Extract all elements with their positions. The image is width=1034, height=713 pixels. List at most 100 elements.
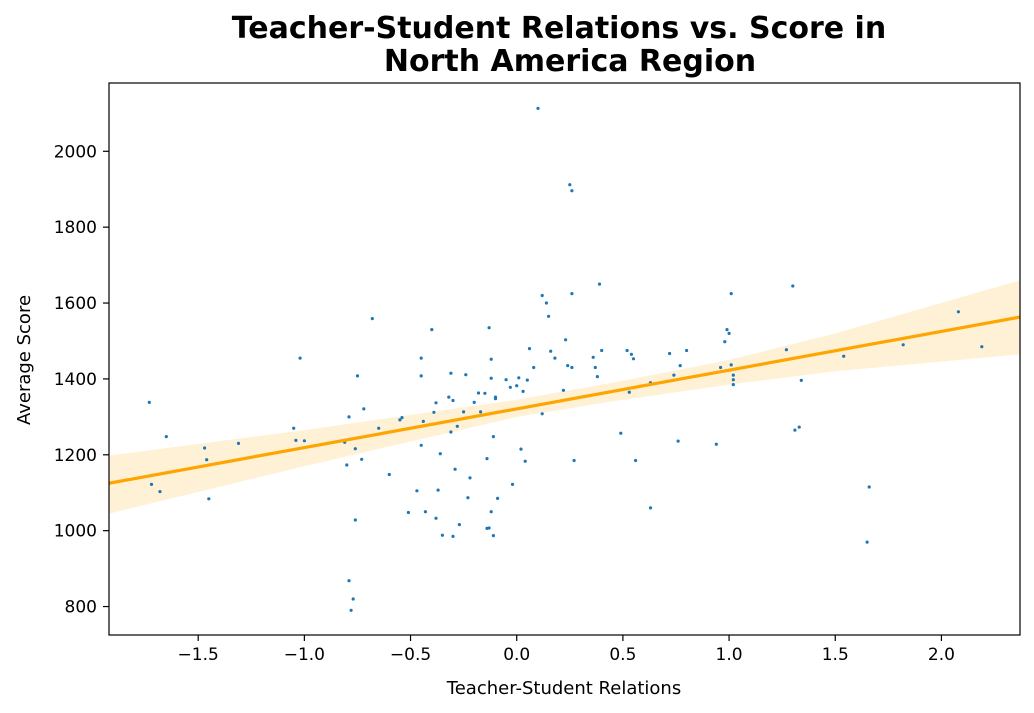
data-point [491,534,495,538]
data-point [729,292,733,296]
data-point [451,398,455,403]
data-point [627,390,631,394]
data-point [593,365,597,370]
data-point [521,389,525,393]
data-points [147,106,984,612]
data-point [147,400,151,404]
data-point [489,510,493,514]
data-point [438,452,442,456]
data-point [544,301,549,305]
data-point [714,442,718,446]
x-tick-label: 2.0 [928,645,955,665]
data-point [595,375,600,379]
data-point [423,510,427,514]
data-point [570,365,574,370]
data-point [536,106,540,110]
data-point [489,357,493,361]
data-point [449,430,453,434]
data-point [685,348,689,353]
data-point [591,355,595,359]
data-point [447,395,451,399]
data-point [729,363,733,367]
data-point [430,328,434,332]
data-point [292,426,296,430]
data-point [956,310,961,314]
data-point [648,506,653,510]
data-point [347,579,351,583]
data-point [510,482,515,486]
data-point [485,457,489,461]
y-tick-label: 2000 [54,142,97,162]
data-point [719,365,723,370]
data-point [236,441,241,445]
y-tick-label: 1000 [54,522,97,542]
data-point [203,446,207,450]
x-tick-label: 0.0 [503,645,530,665]
plot-frame [108,82,1021,636]
data-point [519,447,523,451]
data-point [298,356,302,360]
data-point [508,385,512,389]
data-point [479,410,483,414]
data-point [415,489,419,493]
data-point [672,373,676,377]
data-point [797,425,801,429]
data-point [462,410,466,414]
chart-title-line-2: North America Region [384,44,756,79]
data-point [164,435,168,439]
data-point [487,326,491,330]
data-point [547,314,551,318]
data-point [451,534,455,539]
data-point [472,400,476,404]
data-point [549,349,553,353]
data-point [349,608,353,612]
data-point [440,533,444,537]
data-point [493,395,498,399]
x-axis: −1.5 −1.0 −0.5 0.0 0.5 1.0 1.5 2.0 [178,635,955,665]
data-point [865,540,869,544]
data-point [527,347,532,351]
data-point [149,482,154,486]
y-tick-label: 1600 [54,294,97,314]
data-point [453,467,457,471]
y-axis-label: Average Score [14,295,35,425]
data-point [799,378,803,382]
data-point [419,356,423,360]
data-point [842,354,846,358]
data-point [980,345,984,349]
data-point [158,490,162,494]
y-tick-label: 1200 [54,446,97,466]
data-point [600,348,604,353]
data-point [540,293,544,298]
data-point [205,458,209,462]
data-point [457,523,461,527]
data-point [523,459,527,463]
data-point [561,388,566,392]
data-point [377,426,381,430]
data-point [619,431,623,435]
data-point [597,282,602,286]
data-point [793,428,797,432]
data-point [468,476,472,480]
data-point [515,384,519,388]
data-point [731,383,735,387]
data-point [360,457,364,461]
data-point [723,340,727,344]
data-point [668,351,672,356]
x-axis-label: Teacher-Student Relations [446,678,681,699]
data-point [353,447,357,451]
y-tick-label: 800 [65,598,97,618]
y-axis: 800 1000 1200 1400 1600 1800 2000 [54,142,109,618]
y-tick-label: 1400 [54,370,97,390]
data-point [791,284,795,288]
data-point [572,458,576,463]
data-point [631,357,636,361]
data-point [449,371,453,375]
data-point [302,439,306,443]
data-point [901,343,905,347]
data-point [517,376,521,380]
data-point [625,348,629,353]
data-point [784,348,789,352]
x-tick-label: 0.5 [609,645,636,665]
